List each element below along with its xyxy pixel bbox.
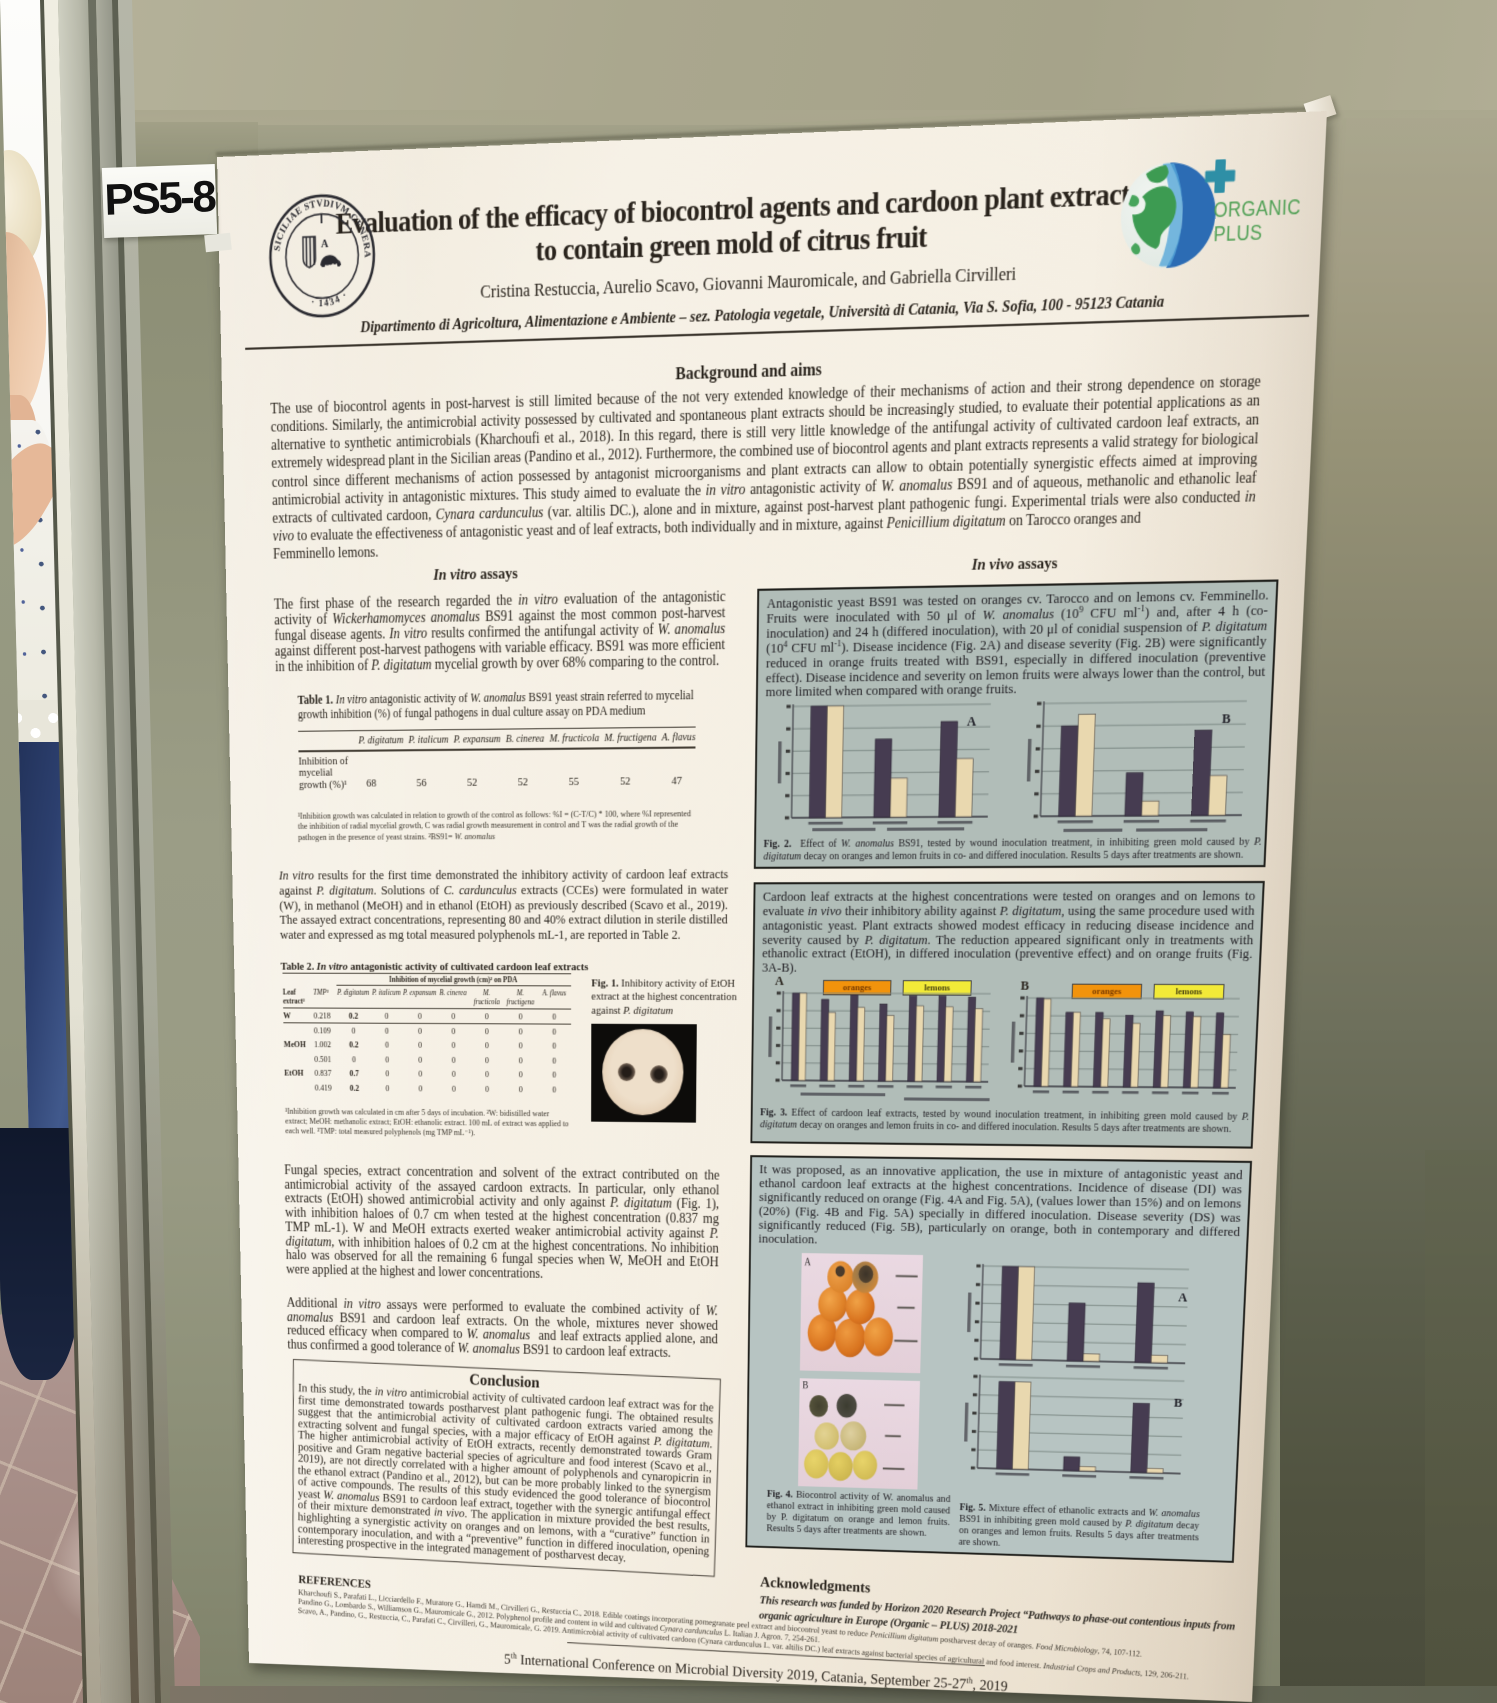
svg-text:· 1434 ·: · 1434 · [310, 289, 350, 310]
svg-text:ORGANIC: ORGANIC [1213, 196, 1301, 222]
svg-text:SICILIAE STVDIVM GENERALE: SICILIAE STVDIVM GENERALE [267, 190, 372, 262]
svg-text:A: A [967, 713, 977, 729]
svg-text:B: B [1222, 710, 1231, 726]
svg-text:PLUS: PLUS [1213, 222, 1263, 246]
svg-text:B: B [1174, 1395, 1183, 1410]
svg-text:A: A [321, 237, 329, 250]
svg-text:A: A [1178, 1290, 1188, 1305]
